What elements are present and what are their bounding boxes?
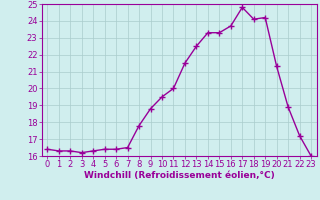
X-axis label: Windchill (Refroidissement éolien,°C): Windchill (Refroidissement éolien,°C) (84, 171, 275, 180)
